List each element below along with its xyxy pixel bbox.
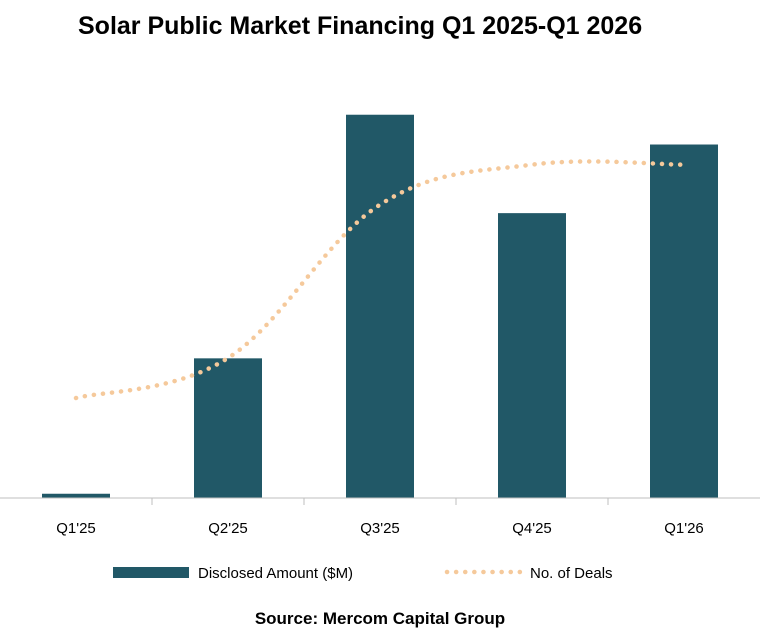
legend: Disclosed Amount ($M) No. of Deals <box>113 565 613 582</box>
bar-Q4-25 <box>498 213 566 498</box>
legend-swatch-disclosed-amount <box>113 567 189 578</box>
chart-title-text: Solar Public Market Financing Q1 2025-Q1… <box>78 12 643 40</box>
x-tick-label: Q1'26 <box>664 520 704 537</box>
line-no-of-deals <box>73 159 687 401</box>
chart-source: Source: Mercom Capital Group <box>254 609 506 628</box>
x-tick-label: Q4'25 <box>512 520 552 537</box>
bar-Q1-26 <box>650 144 718 498</box>
x-ticks-layer: Q1'25 Q2'25 Q3'25 Q4'25 Q1'26 <box>56 498 704 537</box>
bar-Q1-25 <box>42 493 110 498</box>
x-tick-label: Q1'25 <box>56 520 96 537</box>
legend-label-no-of-deals: No. of Deals <box>530 565 613 582</box>
x-tick-label: Q2'25 <box>208 520 248 537</box>
bar-Q3-25 <box>346 114 414 498</box>
legend-label-disclosed-amount: Disclosed Amount ($M) <box>198 565 353 582</box>
x-tick-label: Q3'25 <box>360 520 400 537</box>
bar-Q2-25 <box>194 358 262 498</box>
line-layer <box>73 159 687 401</box>
bars-layer <box>42 114 718 498</box>
